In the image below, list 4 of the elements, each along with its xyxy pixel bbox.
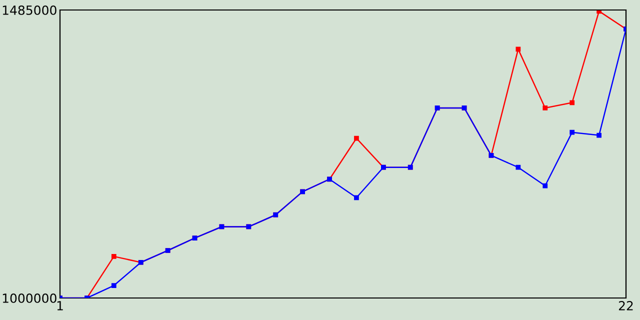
y-tick-label: 1000000 xyxy=(2,293,56,303)
x-tick-label: 1 xyxy=(57,301,63,310)
x-tick-label: 22 xyxy=(618,301,633,310)
y-tick-label: 1485000 xyxy=(2,5,56,15)
